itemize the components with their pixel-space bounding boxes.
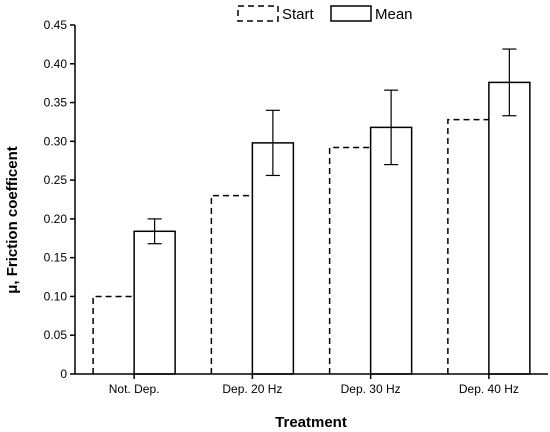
y-tick-label: 0 [60,367,67,381]
legend-swatch-mean [330,5,372,22]
mean-bar [488,81,531,375]
start-bar [328,146,371,374]
y-tick-label: 0.10 [44,289,68,303]
start-bar [210,194,253,374]
mean-bar [133,230,176,375]
legend-swatch-start [237,5,279,22]
y-tick-label: 0.40 [44,57,68,71]
y-tick-label: 0.05 [44,328,68,342]
legend: Start Mean [237,5,413,23]
y-tick-label: 0.35 [44,96,68,110]
bars [92,81,531,375]
y-tick-label: 0.15 [44,251,68,265]
y-axis-title: μ, Friction coefficent [4,146,21,294]
start-bar [447,118,489,374]
y-tick-label: 0.20 [44,212,68,226]
x-tick-label: Not. Dep. [109,382,160,396]
legend-label-start: Start [282,6,315,23]
y-tick-label: 0.25 [44,173,68,187]
error-bars [147,48,517,245]
legend-label-mean: Mean [375,6,413,23]
start-bar [92,295,135,374]
y-tick-label: 0.45 [44,18,68,32]
x-axis-title: Treatment [275,414,347,431]
x-tick-label: Dep. 40 Hz [459,382,519,396]
y-tick-label: 0.30 [44,134,68,148]
x-tick-label: Dep. 20 Hz [222,382,282,396]
mean-bar [251,142,295,375]
x-tick-label: Dep. 30 Hz [341,382,401,396]
axes: 0 0.05 0.10 0.15 0.20 0.25 0.30 0.35 0.40 0.45 Not… [44,18,548,396]
